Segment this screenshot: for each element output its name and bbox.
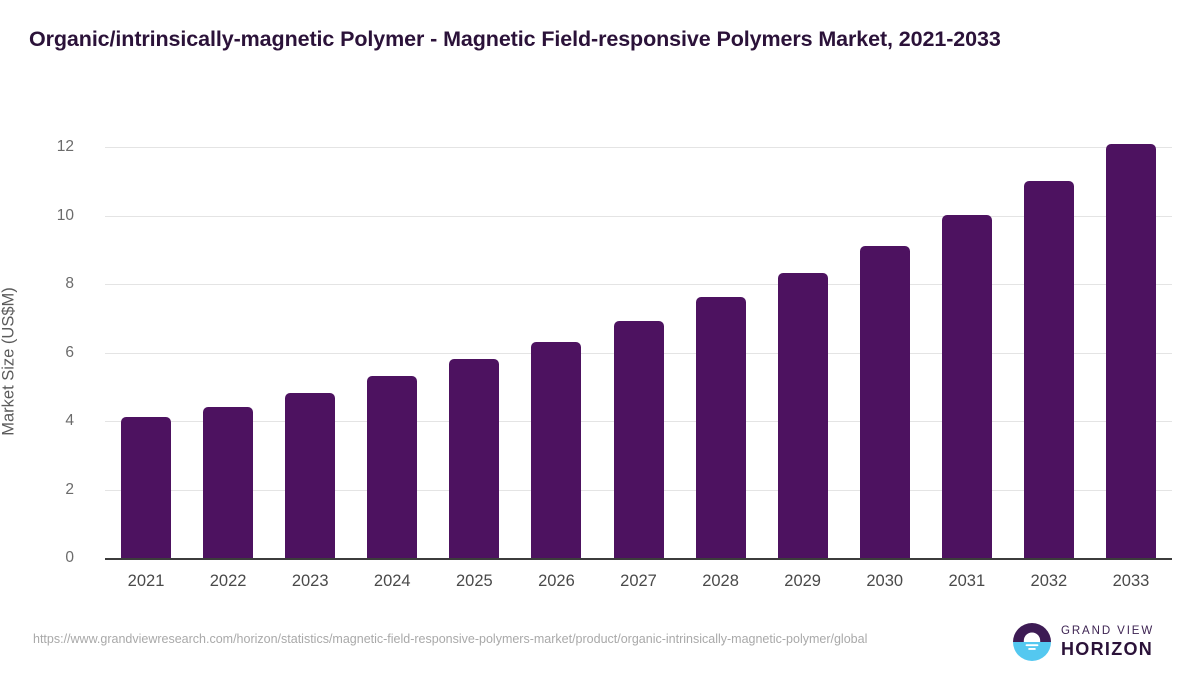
bar[interactable] [1023, 181, 1074, 558]
x-tick-label: 2033 [1112, 572, 1150, 590]
x-tick-label: 2021 [127, 572, 165, 590]
bar[interactable] [1105, 144, 1156, 558]
bar[interactable] [121, 416, 172, 558]
bar[interactable] [695, 297, 746, 558]
y-tick-label: 10 [56, 206, 74, 224]
x-tick-label: 2027 [620, 572, 657, 590]
x-tick-label: 2025 [455, 572, 493, 590]
brand-logo: GRAND VIEW HORIZON [1012, 621, 1162, 663]
gridline [105, 147, 1172, 148]
bar[interactable] [613, 321, 664, 558]
logo-top-text: GRAND VIEW [1061, 624, 1155, 637]
x-tick-label: 2026 [538, 572, 575, 590]
gridline [105, 215, 1172, 217]
x-tick-label: 2028 [702, 572, 739, 590]
logo-bottom-text: HORIZON [1061, 639, 1154, 660]
y-tick-label: 12 [56, 138, 74, 155]
x-tick-label: 2030 [866, 572, 904, 590]
y-tick-label: 0 [65, 549, 74, 566]
y-tick-label: 8 [65, 275, 74, 292]
bar[interactable] [367, 376, 418, 558]
y-tick-label: 2 [65, 480, 74, 498]
y-axis-title: Market Size (US$M) [0, 287, 18, 436]
y-tick-label: 4 [65, 412, 74, 429]
bar[interactable] [285, 392, 336, 558]
x-tick-label: 2031 [948, 572, 986, 590]
gridline [105, 284, 1172, 285]
source-url-text[interactable]: https://www.grandviewresearch.com/horizo… [33, 632, 868, 646]
bar[interactable] [859, 245, 910, 558]
bar[interactable] [531, 341, 582, 558]
x-tick-label: 2023 [291, 572, 329, 590]
x-tick-label: 2029 [784, 572, 821, 590]
x-tick-label: 2024 [373, 572, 411, 590]
plot-area [105, 144, 1172, 558]
page-title: Organic/intrinsically-magnetic Polymer -… [29, 27, 1001, 51]
logo-wordmark: GRAND VIEW HORIZON [1061, 624, 1155, 660]
bar[interactable] [941, 215, 992, 558]
grand-view-horizon-sun-circle-icon [1013, 623, 1051, 661]
bar[interactable] [203, 406, 254, 558]
x-tick-label: 2032 [1030, 572, 1068, 590]
y-tick-label: 6 [65, 343, 74, 361]
x-tick-label: 2022 [209, 572, 247, 590]
x-axis-line [105, 558, 1172, 560]
bar[interactable] [449, 359, 500, 558]
bar[interactable] [777, 273, 828, 558]
